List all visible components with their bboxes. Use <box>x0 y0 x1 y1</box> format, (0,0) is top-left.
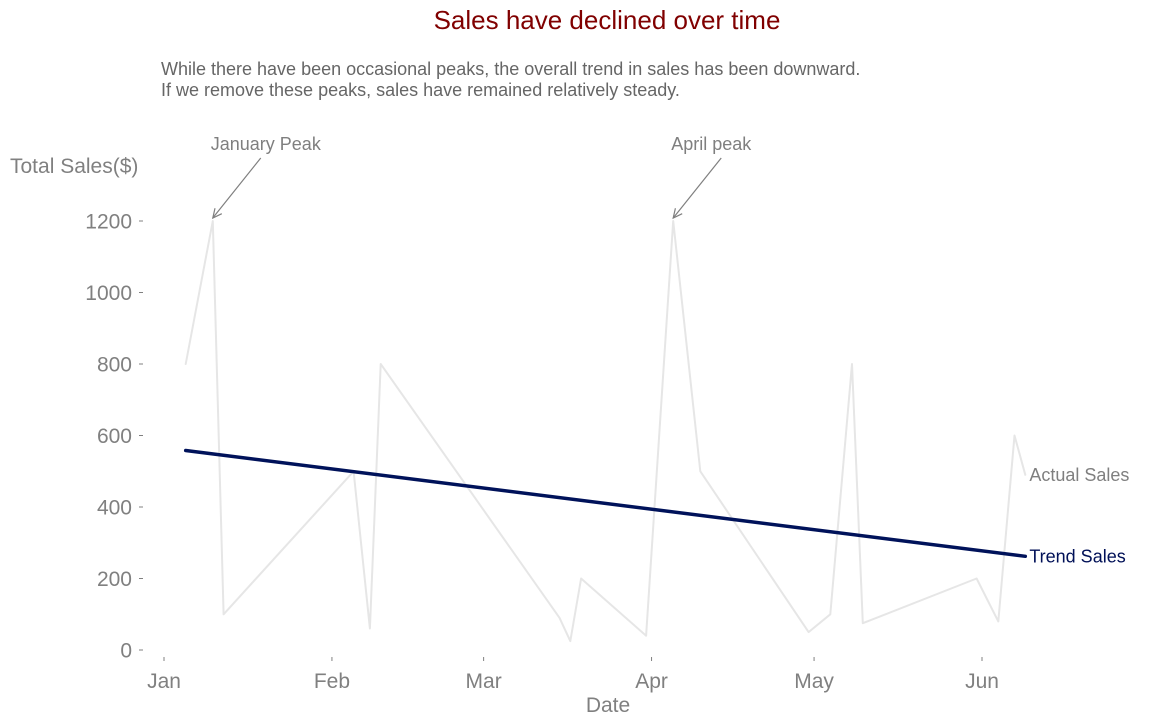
chart-title: Sales have declined over time <box>434 5 781 35</box>
april-peak-arrow-shaft <box>672 157 722 219</box>
x-tick-label-may: May <box>794 670 834 693</box>
y-axis: 0 200 400 600 800 1000 1200 <box>85 211 143 663</box>
april-peak-arrow-head <box>672 208 683 220</box>
actual-sales-line <box>184 220 1027 643</box>
plot-series: Actual Sales Trend Sales <box>183 220 1129 643</box>
trend-sales-line <box>183 448 1028 559</box>
y-tick-label-1000: 1000 <box>85 282 132 305</box>
y-tick-label-600: 600 <box>97 425 132 448</box>
y-axis-title: Total Sales($) <box>10 155 138 178</box>
x-tick-label-mar: Mar <box>466 670 502 693</box>
january-peak-annotation-text: January Peak <box>211 134 322 154</box>
trend-sales-label: Trend Sales <box>1029 546 1125 566</box>
april-peak-annotation-text: April peak <box>671 134 752 154</box>
actual-sales-label: Actual Sales <box>1029 465 1129 485</box>
plot-annotations: January Peak April peak <box>211 134 752 220</box>
y-tick-label-0: 0 <box>120 640 132 663</box>
x-tick-label-jun: Jun <box>965 670 999 693</box>
x-axis-title: Date <box>586 694 630 717</box>
y-tick-label-800: 800 <box>97 354 132 377</box>
x-axis: Jan Feb Mar Apr May Jun <box>147 657 999 693</box>
x-tick-label-jan: Jan <box>147 670 181 693</box>
chart-subtitle-line-1: While there have been occasional peaks, … <box>161 59 860 79</box>
y-tick-label-200: 200 <box>97 568 132 591</box>
x-tick-label-apr: Apr <box>635 670 668 693</box>
january-peak-arrow-head <box>211 208 223 220</box>
x-tick-label-feb: Feb <box>314 670 350 693</box>
chart-subtitle-line-2: If we remove these peaks, sales have rem… <box>161 80 680 100</box>
y-tick-label-400: 400 <box>97 497 132 520</box>
y-tick-label-1200: 1200 <box>85 211 132 234</box>
january-peak-arrow-shaft <box>212 157 262 219</box>
